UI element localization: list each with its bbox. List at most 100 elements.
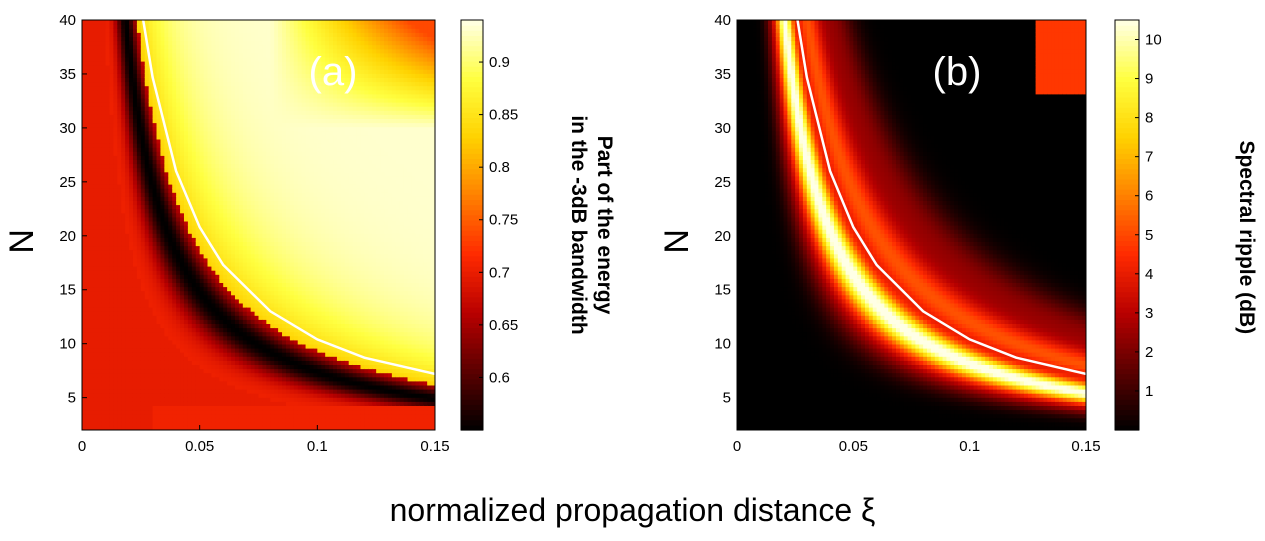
heatmap-cell [231, 352, 236, 357]
heatmap-cell [97, 302, 103, 308]
heatmap-cell [242, 245, 248, 251]
heatmap-cell [223, 261, 228, 267]
heatmap-cell [199, 335, 205, 341]
heatmap-cell [148, 356, 154, 361]
heatmap-cell [148, 249, 154, 255]
heatmap-cell [238, 413, 244, 419]
heatmap-cell [199, 245, 205, 251]
heatmap-cell [113, 393, 118, 398]
heatmap-cell [250, 212, 256, 218]
heatmap-cell [176, 155, 181, 160]
heatmap-cell [234, 192, 240, 197]
heatmap-cell [160, 192, 165, 197]
heatmap-cell [93, 200, 99, 206]
heatmap-cell [231, 233, 236, 238]
heatmap-cell [148, 102, 154, 107]
heatmap-cell [97, 229, 103, 234]
heatmap-cell [211, 184, 216, 189]
heatmap-cell [121, 237, 126, 242]
heatmap-cell [238, 188, 244, 193]
heatmap-cell [203, 356, 209, 361]
heatmap-cell [270, 73, 275, 78]
heatmap-cell [246, 28, 252, 33]
heatmap-cell [246, 24, 252, 29]
heatmap-cell [231, 405, 236, 411]
heatmap-cell [93, 28, 99, 33]
heatmap-cell [117, 147, 122, 152]
heatmap-cell [148, 352, 154, 357]
heatmap-cell [136, 196, 142, 201]
heatmap-cell [168, 93, 173, 99]
heatmap-cell [82, 20, 87, 25]
heatmap-cell [219, 311, 224, 316]
heatmap-cell [234, 339, 240, 345]
heatmap-cell [105, 77, 111, 83]
heatmap-cell [203, 405, 209, 411]
heatmap-cell [219, 323, 224, 329]
heatmap-cell [231, 188, 236, 193]
heatmap-cell [227, 89, 232, 95]
heatmap-cell [262, 85, 267, 91]
heatmap-cell [148, 212, 154, 218]
heatmap-cell [148, 97, 154, 103]
heatmap-cell [270, 93, 275, 99]
heatmap-cell [231, 171, 236, 177]
heatmap-cell [270, 188, 275, 193]
heatmap-cell [125, 257, 130, 263]
heatmap-cell [242, 192, 248, 197]
heatmap-cell [125, 97, 130, 103]
heatmap-cell [180, 114, 185, 119]
heatmap-cell [101, 298, 107, 304]
heatmap-cell [136, 302, 142, 308]
heatmap-cell [172, 302, 177, 308]
heatmap-cell [97, 179, 103, 185]
heatmap-cell [250, 413, 256, 419]
heatmap-cell [168, 384, 173, 390]
heatmap-cell [160, 417, 165, 423]
heatmap-cell [227, 159, 232, 165]
heatmap-cell [262, 237, 267, 242]
heatmap-cell [105, 245, 111, 251]
heatmap-cell [121, 278, 126, 283]
heatmap-cell [121, 405, 126, 411]
heatmap-cell [223, 364, 228, 370]
heatmap-cell [203, 261, 209, 267]
heatmap-cell [219, 425, 224, 430]
heatmap-cell [176, 282, 181, 288]
heatmap-cell [93, 389, 99, 394]
heatmap-cell [270, 192, 275, 197]
heatmap-cell [121, 175, 126, 181]
heatmap-cell [144, 134, 150, 140]
heatmap-cell [164, 200, 169, 206]
heatmap-cell [246, 69, 252, 74]
heatmap-cell [132, 118, 138, 124]
heatmap-cell [176, 257, 181, 263]
heatmap-cell [223, 69, 228, 74]
heatmap-cell [152, 421, 158, 427]
heatmap-cell [109, 233, 114, 238]
heatmap-cell [93, 208, 99, 214]
heatmap-cell [266, 376, 271, 382]
heatmap-cell [152, 253, 158, 259]
heatmap-cell [274, 163, 279, 169]
heatmap-cell [223, 307, 228, 312]
heatmap-cell [266, 110, 271, 115]
heatmap-cell [89, 200, 95, 206]
heatmap-cell [152, 270, 158, 275]
heatmap-cell [183, 36, 189, 42]
heatmap-cell [227, 167, 232, 173]
heatmap-cell [125, 81, 130, 87]
heatmap-cell [125, 417, 130, 423]
heatmap-cell [156, 106, 162, 111]
heatmap-cell [180, 151, 185, 156]
heatmap-cell [152, 249, 158, 255]
heatmap-cell [136, 220, 142, 226]
heatmap-cell [93, 32, 99, 37]
heatmap-cell [121, 360, 126, 365]
heatmap-cell [219, 97, 224, 103]
heatmap-cell [82, 163, 87, 169]
heatmap-cell [191, 106, 197, 111]
heatmap-cell [89, 286, 95, 292]
heatmap-cell [82, 425, 87, 430]
heatmap-cell [105, 97, 111, 103]
